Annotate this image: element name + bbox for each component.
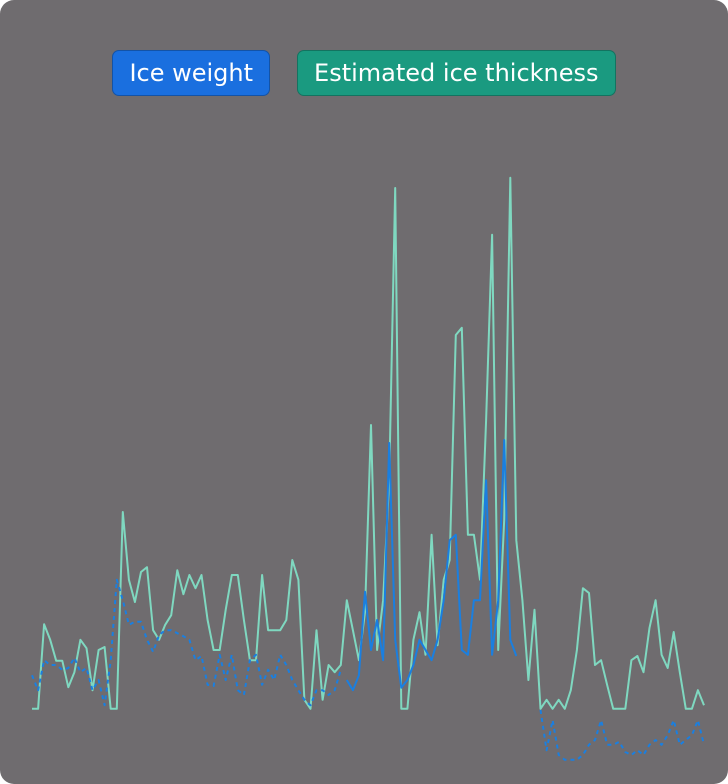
data-line [539, 709, 705, 761]
data-line [31, 578, 342, 707]
legend-button[interactable]: Estimated ice thickness [297, 50, 616, 96]
legend: Ice weight Estimated ice thickness [0, 50, 728, 96]
data-line [32, 176, 705, 710]
data-line [345, 439, 518, 692]
legend-button[interactable]: Ice weight [112, 50, 271, 96]
